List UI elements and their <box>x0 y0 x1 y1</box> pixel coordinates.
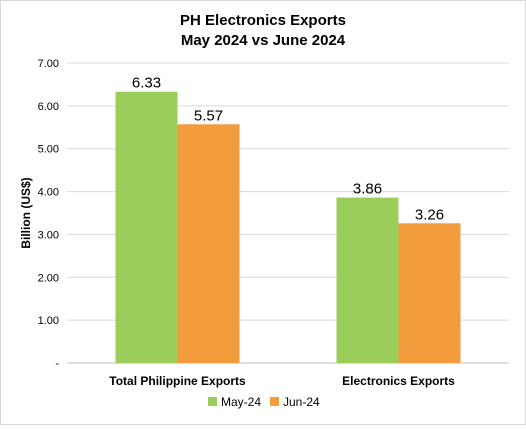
y-tick-label: 5.00 <box>38 144 59 156</box>
y-axis-ticks: - 1.00 2.00 3.00 4.00 5.00 6.00 7.00 <box>38 58 60 370</box>
y-tick-label: 3.00 <box>38 229 59 241</box>
legend-label: May-24 <box>221 395 261 409</box>
data-label: 5.57 <box>194 107 223 124</box>
legend-swatch <box>270 397 279 406</box>
y-tick-label: 1.00 <box>38 315 59 327</box>
data-label: 3.26 <box>415 206 444 223</box>
y-tick-label: 6.00 <box>38 101 59 113</box>
bars <box>115 91 461 364</box>
data-label: 3.86 <box>353 181 382 198</box>
bar-jun-24-0 <box>177 124 240 364</box>
y-tick-label: - <box>55 358 59 370</box>
category-label: Total Philippine Exports <box>109 374 246 388</box>
data-labels: 6.33 5.57 3.86 3.26 <box>132 75 444 224</box>
chart-title-line-1: PH Electronics Exports <box>180 12 346 29</box>
bar-may-24-0 <box>115 91 178 363</box>
y-axis-title: Billion (US$) <box>19 177 33 248</box>
bar-may-24-1 <box>336 197 399 363</box>
chart-title-line-2: May 2024 vs June 2024 <box>181 32 346 49</box>
y-tick-label: 7.00 <box>38 58 59 70</box>
category-labels: Total Philippine Exports Electronics Expo… <box>109 374 455 388</box>
category-label: Electronics Exports <box>342 374 455 388</box>
data-label: 6.33 <box>132 75 161 92</box>
legend: May-24 Jun-24 <box>208 395 320 409</box>
bar-jun-24-1 <box>398 223 461 363</box>
legend-label: Jun-24 <box>283 395 320 409</box>
y-tick-label: 2.00 <box>38 272 59 284</box>
y-tick-label: 4.00 <box>38 187 59 199</box>
legend-swatch <box>208 397 217 406</box>
